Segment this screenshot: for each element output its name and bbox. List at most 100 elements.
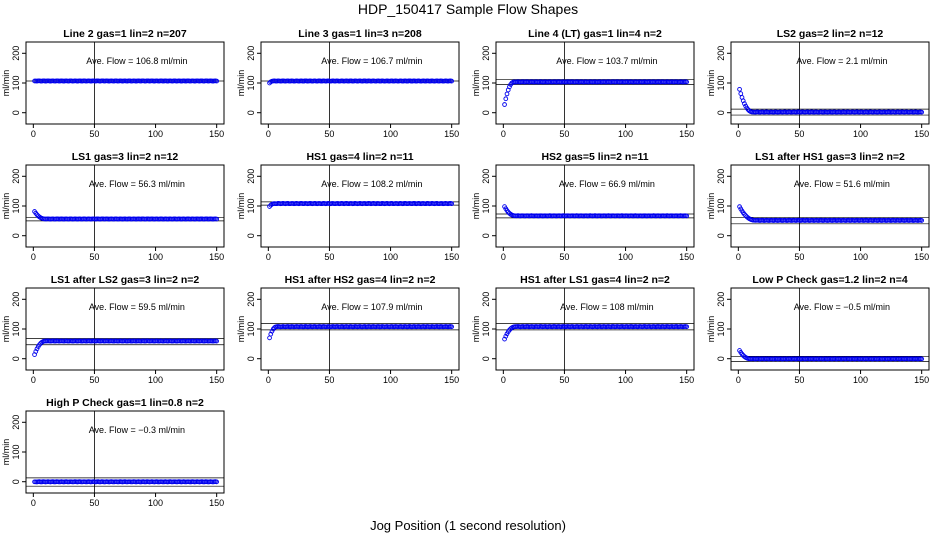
chart-title: HS1 after HS2 gas=4 lin=2 n=2 (285, 274, 436, 286)
average-flow-annotation: Ave. Flow = 107.9 ml/min (321, 302, 422, 312)
data-point (33, 349, 39, 354)
data-point (684, 213, 690, 219)
y-axis-label: ml/min (236, 193, 246, 220)
x-tick-label: 100 (618, 129, 633, 139)
x-tick-label: 150 (679, 252, 694, 262)
data-point (919, 356, 925, 362)
chart-title: High P Check gas=1 lin=0.8 n=2 (46, 397, 204, 409)
x-tick-label: 50 (559, 252, 569, 262)
average-flow-annotation: Ave. Flow = 103.7 ml/min (556, 56, 657, 66)
chart-title: LS1 after LS2 gas=3 lin=2 n=2 (51, 274, 200, 286)
y-tick-label: 0 (716, 110, 726, 115)
x-tick-label: 100 (618, 252, 633, 262)
y-tick-label: 0 (481, 110, 491, 115)
average-flow-annotation: Ave. Flow = 106.7 ml/min (321, 56, 422, 66)
plot-frame (495, 164, 695, 248)
y-tick-label: 200 (246, 292, 256, 307)
y-tick-label: 0 (246, 110, 256, 115)
x-tick-label: 50 (559, 375, 569, 385)
y-tick-label: 0 (11, 110, 21, 115)
x-tick-label: 100 (383, 375, 398, 385)
x-tick-label: 100 (618, 375, 633, 385)
x-tick-label: 100 (853, 129, 868, 139)
chart-panel: High P Check gas=1 lin=0.8 n=2 ml/min 0 100… (1, 397, 225, 508)
y-tick-label: 0 (481, 233, 491, 238)
average-flow-annotation: Ave. Flow = −0.3 ml/min (89, 425, 185, 435)
average-flow-annotation: Ave. Flow = 51.6 ml/min (794, 179, 890, 189)
average-flow-annotation: Ave. Flow = 2.1 ml/min (796, 56, 887, 66)
data-point (919, 218, 925, 223)
y-tick-label: 0 (716, 233, 726, 238)
y-tick-label: 100 (481, 321, 491, 336)
y-tick-label: 100 (481, 75, 491, 90)
chart-panel: Line 2 gas=1 lin=2 n=207 ml/min 0 100 200 0 50… (1, 28, 225, 139)
chart-panel: HS1 after LS1 gas=4 lin=2 n=2 ml/min 0 100 2… (471, 274, 695, 385)
x-tick-label: 50 (89, 129, 99, 139)
average-flow-annotation: Ave. Flow = 108.2 ml/min (321, 179, 422, 189)
y-tick-label: 100 (246, 75, 256, 90)
y-tick-label: 100 (716, 321, 726, 336)
average-flow-annotation: Ave. Flow = 66.9 ml/min (559, 179, 655, 189)
x-tick-label: 100 (853, 252, 868, 262)
y-tick-label: 100 (11, 75, 21, 90)
chart-panel: Line 3 gas=1 lin=3 n=208 ml/min 0 100 200 0 50… (236, 28, 460, 139)
average-flow-annotation: Ave. Flow = −0.5 ml/min (794, 302, 890, 312)
x-axis-caption: Jog Position (1 second resolution) (370, 518, 566, 533)
data-point (504, 91, 510, 97)
x-tick-label: 100 (148, 498, 163, 508)
chart-title: HS1 after LS1 gas=4 lin=2 n=2 (520, 274, 670, 286)
x-tick-label: 0 (266, 252, 271, 262)
y-tick-label: 200 (246, 169, 256, 184)
x-tick-label: 50 (794, 375, 804, 385)
x-tick-label: 100 (148, 252, 163, 262)
y-tick-label: 100 (716, 75, 726, 90)
y-tick-label: 200 (716, 292, 726, 307)
x-tick-label: 0 (31, 129, 36, 139)
y-axis-label: ml/min (1, 70, 11, 97)
chart-panel: HS1 after HS2 gas=4 lin=2 n=2 ml/min 0 100 2… (236, 274, 460, 385)
x-tick-label: 0 (501, 252, 506, 262)
x-tick-label: 0 (736, 252, 741, 262)
y-tick-label: 200 (481, 292, 491, 307)
y-tick-label: 100 (11, 444, 21, 459)
y-axis-label: ml/min (706, 193, 716, 220)
x-tick-label: 0 (31, 252, 36, 262)
y-tick-label: 100 (246, 321, 256, 336)
y-tick-label: 100 (11, 198, 21, 213)
chart-panel: LS1 after HS1 gas=3 lin=2 n=2 ml/min 0 100 2… (706, 151, 930, 262)
average-flow-annotation: Ave. Flow = 59.5 ml/min (89, 302, 185, 312)
y-tick-label: 0 (11, 479, 21, 484)
chart-panel: HS2 gas=5 lin=2 n=11 ml/min 0 100 200 0 50 100 1… (471, 151, 695, 262)
y-tick-label: 0 (246, 233, 256, 238)
y-tick-label: 200 (11, 46, 21, 61)
y-axis-label: ml/min (1, 193, 11, 220)
data-point (214, 338, 220, 344)
chart-title: Low P Check gas=1.2 lin=2 n=4 (752, 274, 907, 286)
x-tick-label: 0 (736, 129, 741, 139)
y-tick-label: 100 (11, 321, 21, 336)
chart-panel: Low P Check gas=1.2 lin=2 n=4 ml/min 0 100 2… (706, 274, 930, 385)
y-tick-label: 200 (11, 415, 21, 430)
data-point (742, 101, 747, 107)
x-tick-label: 50 (324, 129, 334, 139)
x-tick-label: 150 (444, 375, 459, 385)
chart-title: HS1 gas=4 lin=2 n=11 (306, 151, 413, 163)
x-tick-label: 100 (383, 129, 398, 139)
y-tick-label: 200 (716, 46, 726, 61)
x-tick-label: 50 (794, 252, 804, 262)
x-tick-label: 150 (209, 375, 224, 385)
data-point (737, 86, 742, 92)
plot-frame (25, 287, 225, 371)
y-axis-label: ml/min (236, 316, 246, 343)
average-flow-annotation: Ave. Flow = 108 ml/min (560, 302, 654, 312)
chart-title: Line 4 (LT) gas=1 lin=4 n=2 (528, 28, 662, 40)
x-tick-label: 0 (31, 498, 36, 508)
x-tick-label: 150 (444, 252, 459, 262)
data-point (503, 96, 509, 102)
x-tick-label: 100 (148, 375, 163, 385)
average-flow-annotation: Ave. Flow = 56.3 ml/min (89, 179, 185, 189)
x-tick-label: 150 (444, 129, 459, 139)
data-point (684, 324, 690, 330)
x-tick-label: 0 (501, 375, 506, 385)
y-axis-label: ml/min (471, 193, 481, 220)
